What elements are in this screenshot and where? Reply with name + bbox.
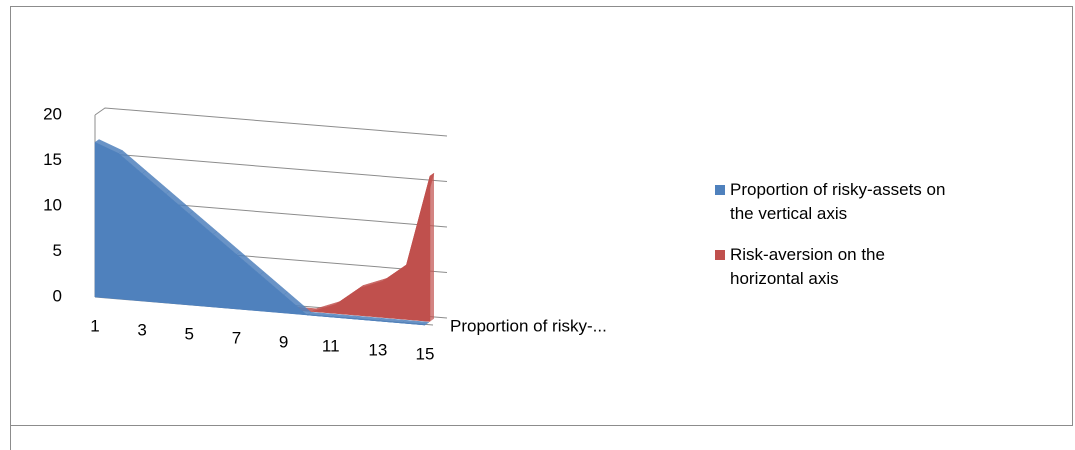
y-tick-label: 10	[43, 195, 62, 214]
y-tick-label: 15	[43, 150, 62, 169]
x-tick-label: 15	[416, 344, 435, 363]
legend-swatch	[715, 250, 725, 260]
grid-line	[94, 107, 448, 137]
area-side	[430, 173, 434, 322]
legend-item: Risk-aversion on the horizontal axis	[715, 243, 955, 291]
area	[94, 141, 426, 326]
x-tick-label: 1	[90, 316, 99, 335]
x-tick-label: 11	[322, 336, 340, 355]
x-tick-label: 5	[185, 324, 194, 343]
legend-label: Risk-aversion on the horizontal axis	[730, 245, 885, 288]
x-tick-label: 13	[368, 340, 387, 359]
y-tick-label: 20	[43, 104, 62, 123]
legend-item: Proportion of risky-assets on the vertic…	[715, 178, 955, 226]
y-tick-label: 5	[53, 241, 62, 260]
x-tick-label: 3	[137, 320, 146, 339]
legend-swatch	[715, 185, 725, 195]
legend-label: Proportion of risky-assets on the vertic…	[730, 180, 946, 223]
x-tick-label: 7	[232, 328, 241, 347]
y-tick-label: 0	[53, 286, 62, 305]
x-tick-label: 9	[279, 332, 288, 351]
depth-label: Proportion of risky-...	[450, 316, 607, 335]
chart-frame	[10, 6, 1073, 450]
